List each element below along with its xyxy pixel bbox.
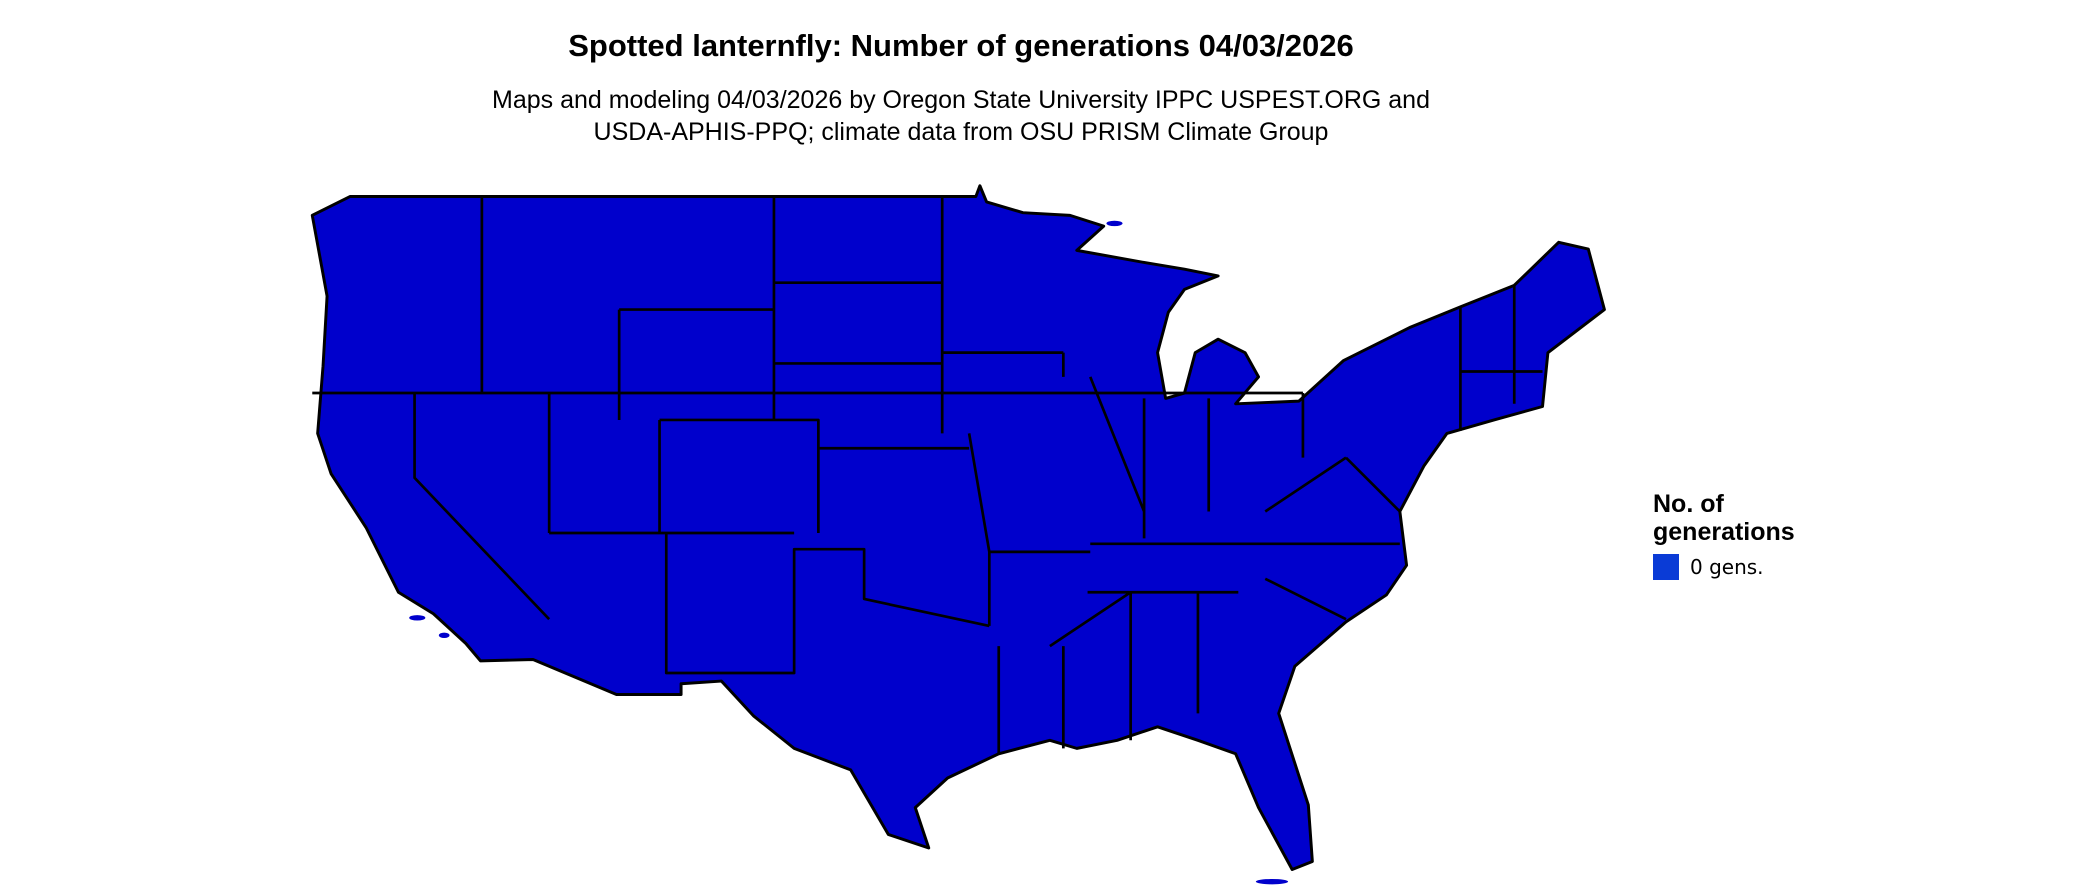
map-subtitle: USDA-APHIS-PPQ; climate data from OSU PR…: [594, 118, 1329, 146]
us-outline: [310, 184, 1606, 871]
islands: [409, 220, 1289, 885]
legend-swatch: [1653, 554, 1679, 580]
map-title: Spotted lanternfly: Number of generation…: [568, 28, 1354, 63]
legend-label: 0 gens.: [1690, 555, 1764, 579]
us-map: [310, 184, 1606, 885]
legend-title: No. of: [1653, 490, 1724, 518]
legend-title: generations: [1653, 518, 1795, 546]
state-borders: [312, 196, 1543, 754]
map-subtitle: Maps and modeling 04/03/2026 by Oregon S…: [492, 86, 1430, 114]
